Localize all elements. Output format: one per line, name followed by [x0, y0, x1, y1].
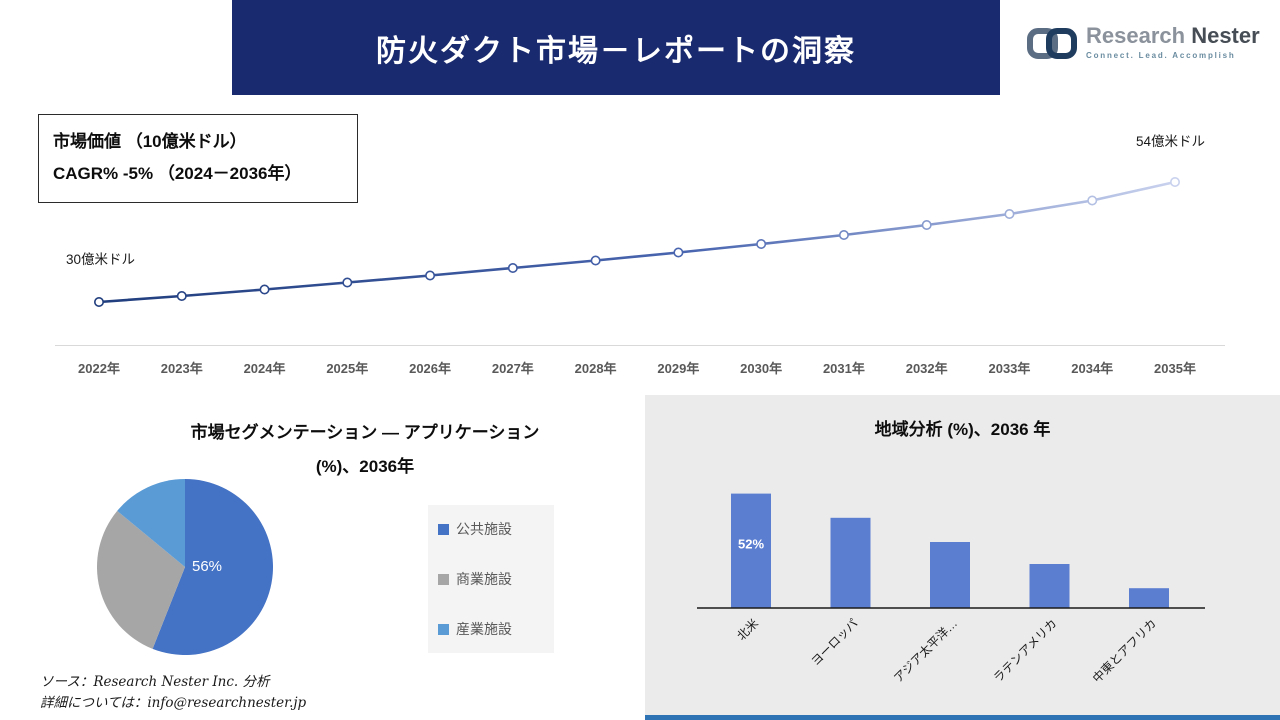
logo-research-text: Research	[1086, 23, 1186, 48]
bar-category-label: ヨーロッパ	[808, 616, 860, 668]
x-axis-year-label: 2028年	[574, 361, 617, 376]
trend-line	[98, 180, 1176, 304]
line-marker	[838, 230, 849, 241]
line-marker	[1004, 209, 1015, 220]
legend-item: 公共施設	[438, 519, 544, 539]
bar	[731, 493, 771, 608]
line-marker	[176, 291, 187, 302]
source-line: ソース：Research Nester Inc. 分析	[40, 674, 270, 690]
bar-chart-title: 地域分析 (%)、2036 年	[874, 420, 1051, 439]
logo-tagline: Connect. Lead. Accomplish	[1086, 51, 1236, 61]
footer-accent-strip	[645, 715, 1280, 720]
market-value-box: 市場価値 （10億米ドル） CAGR% -5% （2024－2036年）	[38, 114, 358, 203]
bar-category-label: アジア太平洋…	[890, 616, 960, 686]
source-note: ソース：Research Nester Inc. 分析 詳細については：info…	[40, 672, 306, 714]
line-marker	[507, 263, 518, 274]
cagr-label: CAGR% -5% （2024－2036年）	[53, 164, 302, 184]
page-title-banner: 防火ダクト市場－レポートの洞察	[232, 0, 1000, 95]
chain-link-icon	[1027, 28, 1077, 59]
bar	[1029, 564, 1070, 608]
bar-value-label: 52%	[738, 537, 764, 552]
x-axis-year-label: 2035年	[1154, 361, 1196, 376]
contact-line: 詳細については：info@researchnester.jp	[40, 694, 307, 711]
line-end-value-label: 54億米ドル	[1136, 134, 1206, 149]
pie-chart	[96, 479, 273, 655]
x-axis-year-label: 2033年	[988, 361, 1031, 376]
pie-slice-value-label: 56%	[192, 558, 223, 575]
legend-swatch	[438, 523, 449, 535]
line-marker	[673, 247, 684, 258]
x-axis-year-label: 2026年	[409, 361, 452, 376]
line-marker	[342, 277, 353, 288]
x-axis-year-label: 2025年	[326, 361, 369, 376]
line-chart	[94, 177, 1181, 308]
logo-nester-text: Nester	[1191, 23, 1260, 48]
line-start-value-label: 30億米ドル	[66, 252, 136, 267]
pie-slice	[96, 510, 185, 649]
x-axis-year-label: 2030年	[740, 361, 783, 376]
pie-slice	[117, 479, 185, 567]
bar	[930, 542, 970, 608]
legend-label: 産業施設	[456, 621, 512, 637]
line-marker	[1170, 177, 1181, 188]
logo-text-block: Research Nester Connect. Lead. Accomplis…	[1086, 23, 1260, 61]
x-axis-year-label: 2024年	[243, 361, 286, 376]
market-value-label: 市場価値 （10億米ドル）	[53, 132, 247, 151]
bar-category-label: 北米	[734, 616, 761, 643]
line-marker	[1087, 195, 1098, 206]
pie-legend: 公共施設商業施設産業施設	[428, 505, 554, 653]
bar	[1129, 588, 1169, 608]
page-title: 防火ダクト市場－レポートの洞察	[376, 34, 856, 68]
line-marker	[259, 284, 270, 295]
line-marker	[590, 255, 601, 266]
x-axis-line	[55, 345, 1225, 346]
legend-swatch	[438, 623, 449, 635]
legend-swatch	[438, 573, 449, 585]
line-x-axis-labels: 2022年 2023年 2024年 2025年 2026年 2027年 2028年 2029年…	[0, 358, 1280, 380]
line-marker	[921, 220, 932, 231]
x-axis-year-label: 2022年	[78, 361, 120, 376]
legend-item: 商業施設	[438, 569, 544, 589]
research-nester-logo: Research Nester Connect. Lead. Accomplis…	[1026, 23, 1260, 64]
x-axis-year-label: 2031年	[822, 361, 865, 376]
bar-chart: 北米 ヨーロッパ アジア太平洋… ラテンアメリカ 中東とアフリカ 52%	[697, 493, 1205, 686]
bar	[830, 517, 871, 608]
legend-label: 公共施設	[456, 521, 512, 537]
line-marker	[94, 297, 105, 308]
pie-title-line2: (%)、2036年	[315, 457, 415, 476]
pie-chart-title: 市場セグメンテーション ― アプリケーション (%)、2036年	[85, 416, 645, 484]
logo-wordmark: Research Nester	[1086, 23, 1260, 48]
x-axis-year-label: 2029年	[657, 361, 700, 376]
x-axis-year-label: 2032年	[905, 361, 948, 376]
x-axis-year-label: 2023年	[160, 361, 203, 376]
bar-category-label: ラテンアメリカ	[991, 616, 1060, 685]
pie-slice	[152, 479, 273, 655]
x-axis-year-label: 2034年	[1071, 361, 1114, 376]
x-axis-year-label: 2027年	[491, 361, 534, 376]
legend-label: 商業施設	[456, 571, 512, 587]
line-marker	[756, 239, 767, 250]
line-marker	[425, 270, 436, 281]
legend-item: 産業施設	[438, 619, 544, 639]
bar-category-label: 中東とアフリカ	[1089, 616, 1159, 686]
pie-title-line1: 市場セグメンテーション ― アプリケーション	[190, 423, 540, 442]
